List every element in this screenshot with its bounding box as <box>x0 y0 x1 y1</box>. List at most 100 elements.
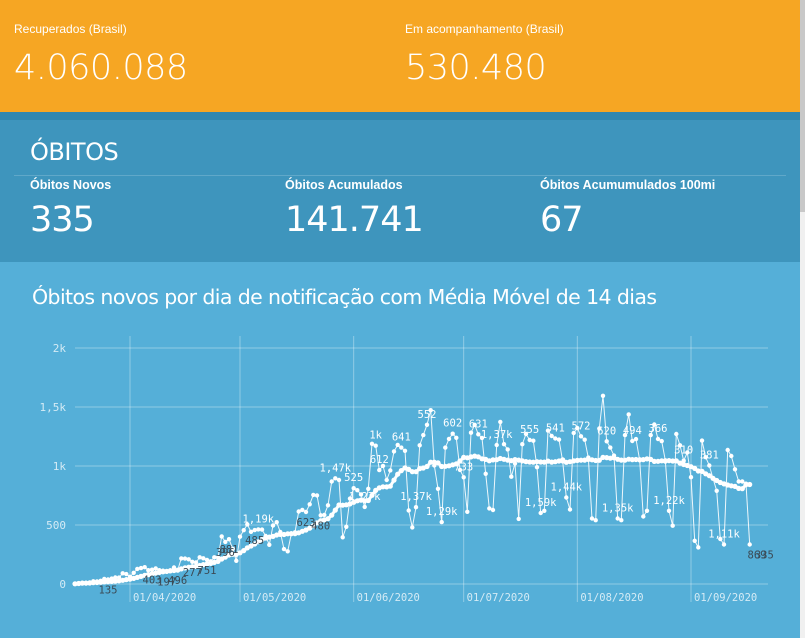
moving-average-point <box>743 482 749 488</box>
daily-point <box>681 458 686 463</box>
deaths-section-title: ÓBITOS <box>30 138 119 166</box>
daily-point <box>256 527 261 532</box>
daily-point <box>318 513 323 518</box>
daily-point <box>736 479 741 484</box>
moving-average-point <box>490 457 496 463</box>
daily-point <box>303 509 309 515</box>
moving-average-point <box>706 473 712 479</box>
data-label: 494 <box>623 425 642 437</box>
data-label: 620 <box>597 425 616 437</box>
moving-average-point <box>747 481 753 488</box>
daily-point <box>113 575 118 580</box>
daily-point <box>641 514 646 519</box>
daily-point <box>234 558 239 563</box>
data-label: 623 <box>297 517 316 529</box>
daily-point <box>190 559 195 564</box>
daily-point <box>377 467 382 473</box>
daily-point <box>138 565 144 571</box>
data-label: 555 <box>520 424 539 436</box>
daily-point <box>391 449 397 454</box>
data-label: 572 <box>572 420 591 432</box>
monitoring-value: 530.480 <box>405 48 547 88</box>
chart-panel: Óbitos novos por dia de notificação com … <box>0 262 800 638</box>
daily-point <box>630 438 635 444</box>
moving-average-point <box>651 458 657 464</box>
daily-point <box>124 571 129 577</box>
daily-point <box>395 442 400 448</box>
daily-point <box>402 448 408 453</box>
daily-point <box>215 555 221 560</box>
daily-point <box>182 556 188 561</box>
daily-point <box>490 507 496 513</box>
data-label: 366 <box>649 423 668 435</box>
data-label: 641 <box>392 432 411 444</box>
x-tick-label: 01/07/2020 <box>467 592 530 604</box>
daily-point <box>347 496 353 501</box>
daily-point <box>384 477 389 483</box>
daily-point <box>421 432 426 438</box>
daily-point <box>204 557 210 563</box>
daily-point <box>307 502 312 507</box>
daily-point <box>509 474 514 479</box>
chart-title: Óbitos novos por dia de notificação com … <box>32 285 657 309</box>
daily-point <box>457 467 463 473</box>
daily-point <box>245 522 250 527</box>
daily-point <box>311 492 316 498</box>
data-label: 602 <box>443 418 462 430</box>
daily-point <box>333 476 338 481</box>
x-tick-label: 01/08/2020 <box>580 592 643 604</box>
daily-point <box>300 507 305 513</box>
moving-average-point <box>329 512 335 518</box>
daily-point <box>219 534 224 539</box>
new-deaths-value: 335 <box>30 200 95 240</box>
moving-average-point <box>629 457 635 463</box>
moving-average-point <box>428 459 434 465</box>
page-scrollbar[interactable] <box>800 0 805 638</box>
daily-point <box>410 525 415 530</box>
data-label: 1,37k <box>481 429 513 441</box>
daily-point <box>553 436 558 441</box>
daily-point <box>512 461 518 466</box>
daily-point <box>146 568 151 573</box>
moving-average-point <box>241 548 247 554</box>
data-label: 335 <box>755 549 774 561</box>
x-tick-label: 01/06/2020 <box>357 592 420 604</box>
data-label: 277 <box>183 567 202 579</box>
daily-point <box>538 510 543 516</box>
daily-point <box>549 433 554 439</box>
data-label: 1,37k <box>400 491 432 503</box>
daily-point <box>465 509 470 514</box>
daily-point <box>131 570 136 575</box>
daily-point <box>351 486 356 491</box>
data-label: 751 <box>198 565 217 577</box>
y-tick-label: 1k <box>53 460 67 473</box>
daily-point <box>201 556 206 561</box>
moving-average-point <box>332 507 338 513</box>
daily-point <box>505 447 510 452</box>
data-label: 1,19k <box>243 513 275 525</box>
daily-point <box>366 486 371 491</box>
daily-point <box>450 431 455 436</box>
daily-point <box>120 571 125 576</box>
y-tick-label: 1,5k <box>40 401 67 414</box>
daily-point <box>461 475 466 480</box>
daily-point <box>692 538 697 543</box>
daily-point <box>446 436 452 442</box>
per100k-deaths-value: 67 <box>540 200 584 240</box>
daily-point <box>380 463 386 469</box>
daily-point <box>149 567 155 572</box>
data-label: 310 <box>674 445 693 457</box>
x-tick-label: 01/04/2020 <box>133 592 196 604</box>
daily-point <box>417 443 422 448</box>
daily-point <box>274 520 279 525</box>
data-label: 1,27k <box>349 491 381 503</box>
daily-point <box>597 426 602 431</box>
daily-point <box>556 437 562 442</box>
daily-point <box>223 539 228 545</box>
daily-point <box>241 528 246 533</box>
scrollbar-thumb[interactable] <box>800 0 805 212</box>
daily-point <box>193 560 199 565</box>
daily-point <box>322 512 327 518</box>
daily-point <box>534 465 540 470</box>
data-label: 1,29k <box>426 506 458 518</box>
